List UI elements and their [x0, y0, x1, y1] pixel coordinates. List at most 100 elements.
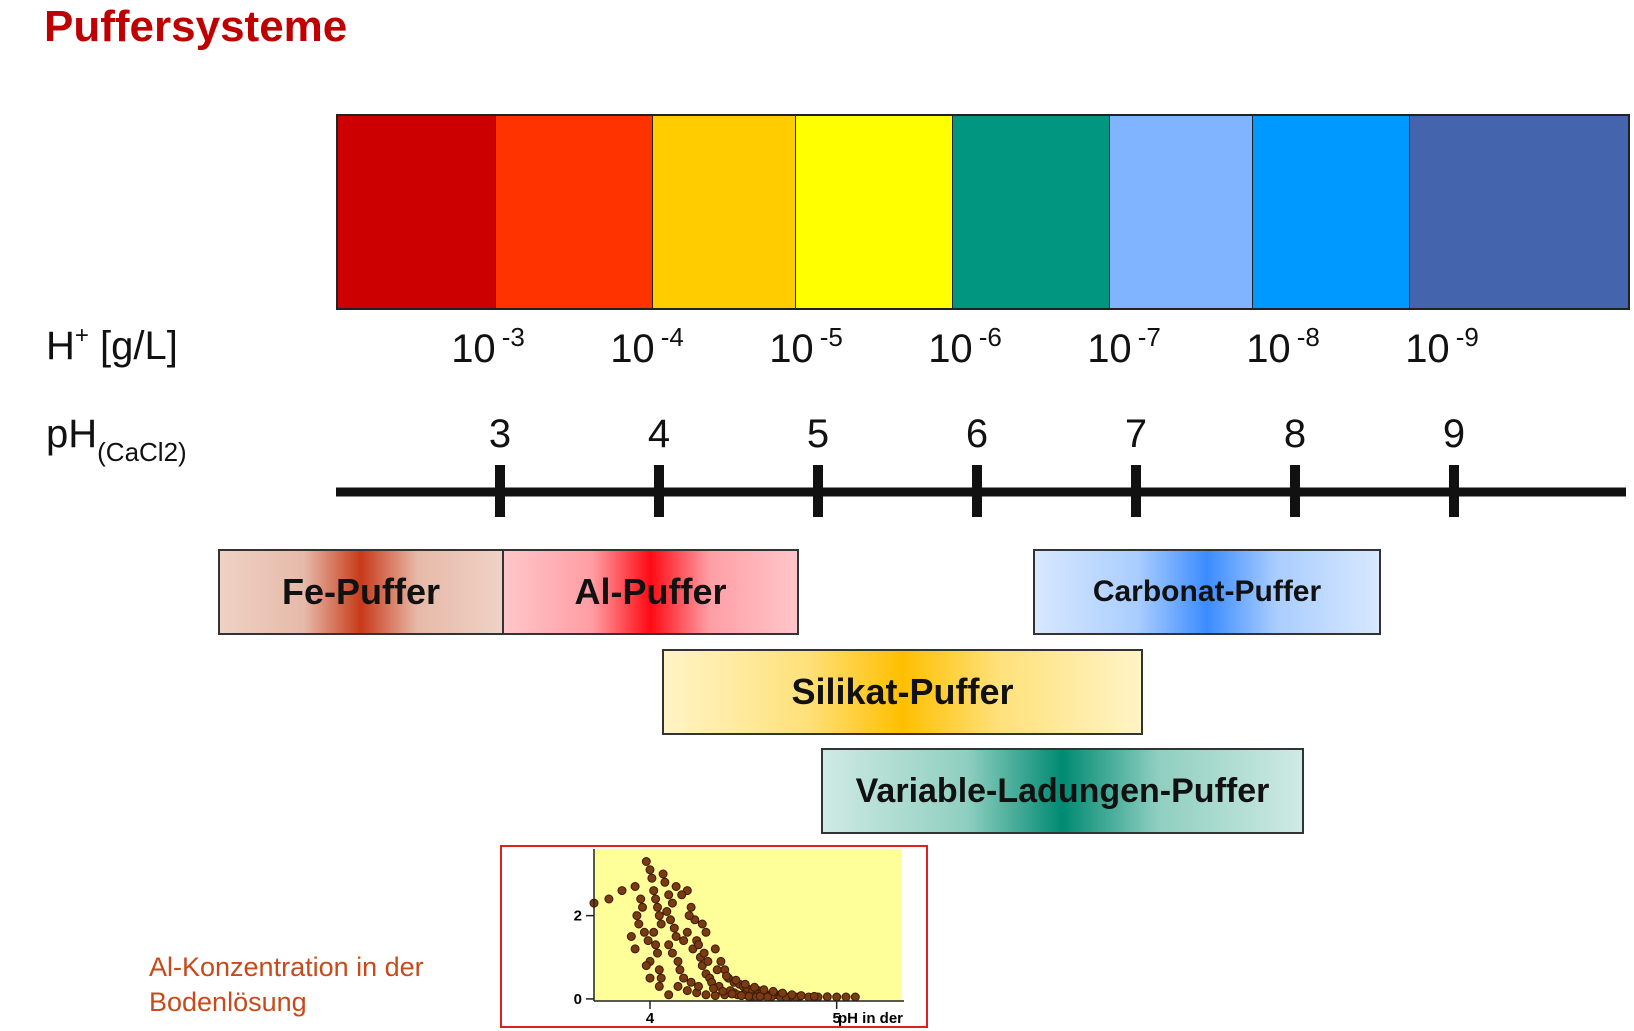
color-swatch-2 — [496, 116, 653, 308]
h-value-3: 10 -5 — [769, 322, 843, 371]
scatter-point-45 — [710, 944, 720, 954]
ph-tick-label-7: 7 — [1124, 412, 1148, 456]
scatter-point-81 — [641, 961, 651, 971]
scatter-point-1 — [630, 882, 640, 891]
ph-color-scale — [336, 114, 1630, 310]
x-axis-label: pH in der — [838, 1010, 903, 1026]
scatter-point-118 — [778, 988, 787, 998]
scatter-point-18 — [653, 948, 662, 958]
scatter-point-88 — [744, 991, 754, 1001]
scatter-point-21 — [656, 973, 666, 983]
variable-charge-buffer-box: Variable-Ladungen-Puffer — [821, 748, 1304, 834]
scatter-point-123 — [841, 992, 851, 1002]
scatter-point-103 — [630, 944, 640, 954]
scatter-point-112 — [722, 971, 731, 981]
scatter-point-114 — [740, 979, 750, 989]
scatter-point-31 — [673, 956, 683, 966]
scatter-point-83 — [697, 919, 707, 929]
scatter-point-98 — [737, 991, 746, 1001]
scatter-point-94 — [694, 981, 703, 991]
scatter-point-64 — [832, 992, 842, 1002]
scatter-point-6 — [632, 911, 642, 921]
scatter-point-67 — [682, 986, 692, 996]
ph-tick-label-3: 3 — [488, 412, 512, 456]
ph-tick-label-6: 6 — [965, 412, 989, 456]
scatter-point-7 — [634, 919, 644, 929]
scatter-point-104 — [658, 869, 668, 879]
scatter-point-111 — [712, 965, 722, 975]
al-scatter-inset: 0 2 4 5 pH in der — [500, 845, 928, 1028]
al-concentration-caption: Al-Konzentration in der Bodenlösung — [149, 952, 424, 1017]
scatter-point-37 — [682, 927, 692, 937]
scatter-point-26 — [666, 915, 675, 925]
color-swatch-3 — [653, 116, 796, 308]
scatter-point-78 — [654, 981, 664, 991]
color-swatch-7 — [1253, 116, 1410, 308]
scatter-point-109 — [699, 948, 709, 958]
scatter-point-14 — [654, 911, 664, 921]
scatter-point-119 — [787, 990, 797, 1000]
scatter-point-24 — [667, 898, 677, 908]
scatter-point-16 — [649, 927, 659, 937]
color-swatch-1 — [338, 116, 496, 308]
scatter-point-10 — [647, 873, 657, 883]
scatter-point-79 — [664, 990, 674, 1000]
h-value-4: 10 -6 — [928, 322, 1002, 371]
ph-axis — [336, 465, 1626, 517]
scatter-point-113 — [731, 975, 741, 985]
h-concentration-label: H+ [g/L] — [46, 322, 178, 368]
scatter-point-30 — [667, 948, 677, 958]
scatter-point-3 — [645, 865, 655, 875]
scatter-point-121 — [809, 991, 819, 1001]
h-value-7: 10 -9 — [1405, 322, 1479, 371]
al-buffer-box: Al-Puffer — [502, 549, 799, 635]
color-swatch-6 — [1110, 116, 1253, 308]
scatter-point-5 — [638, 902, 647, 912]
scatter-point-117 — [768, 986, 778, 996]
ph-tick-label-8: 8 — [1283, 412, 1307, 456]
fe-buffer-box: Fe-Puffer — [218, 549, 504, 635]
ph-tick-label-4: 4 — [647, 412, 671, 456]
y-tick-label-0: 0 — [574, 991, 582, 1008]
scatter-point-97 — [727, 989, 737, 999]
scatter-point-120 — [796, 991, 806, 1001]
scatter-point-32 — [675, 965, 685, 975]
silikat-buffer-box: Silikat-Puffer — [662, 649, 1143, 735]
scatter-point-25 — [662, 907, 672, 916]
h-value-6: 10 -8 — [1246, 322, 1320, 371]
page-title: Puffersysteme — [44, 2, 348, 51]
ph-tick-label-9: 9 — [1442, 412, 1466, 456]
scatter-point-28 — [671, 932, 681, 941]
scatter-point-80 — [645, 973, 655, 983]
scatter-point-69 — [701, 990, 711, 1000]
scatter-point-35 — [686, 902, 696, 912]
scatter-point-106 — [677, 890, 687, 900]
scatter-point-101 — [604, 894, 614, 904]
scatter-point-33 — [679, 973, 689, 983]
color-swatch-4 — [796, 116, 953, 308]
scatter-point-0 — [617, 886, 627, 896]
scatter-point-102 — [626, 932, 636, 941]
scatter-point-46 — [716, 956, 726, 966]
scatter-point-2 — [641, 857, 651, 866]
y-tick-label-1: 2 — [574, 908, 582, 925]
color-swatch-5 — [953, 116, 1110, 308]
ph-label: pH(CaCl2) — [46, 412, 187, 467]
scatter-point-17 — [651, 940, 661, 950]
x-tick-label-1: 5 — [832, 1010, 840, 1026]
scatter-point-27 — [669, 923, 679, 933]
h-value-1: 10 -3 — [451, 322, 525, 371]
color-swatch-8 — [1410, 116, 1628, 308]
h-value-5: 10 -7 — [1087, 322, 1161, 371]
scatter-point-65 — [850, 992, 860, 1002]
scatter-point-110 — [703, 956, 713, 966]
scatter-point-107 — [684, 911, 694, 921]
scatter-ticks: 0 2 4 5pH in der — [574, 908, 904, 1027]
x-tick-label-0: 4 — [646, 1010, 655, 1026]
ph-tick-label-5: 5 — [806, 412, 830, 456]
scatter-point-23 — [664, 890, 674, 900]
scatter-point-44 — [701, 927, 711, 937]
scatter-point-66 — [673, 981, 683, 991]
scatter-point-108 — [694, 940, 703, 950]
scatter-point-95 — [709, 984, 718, 993]
